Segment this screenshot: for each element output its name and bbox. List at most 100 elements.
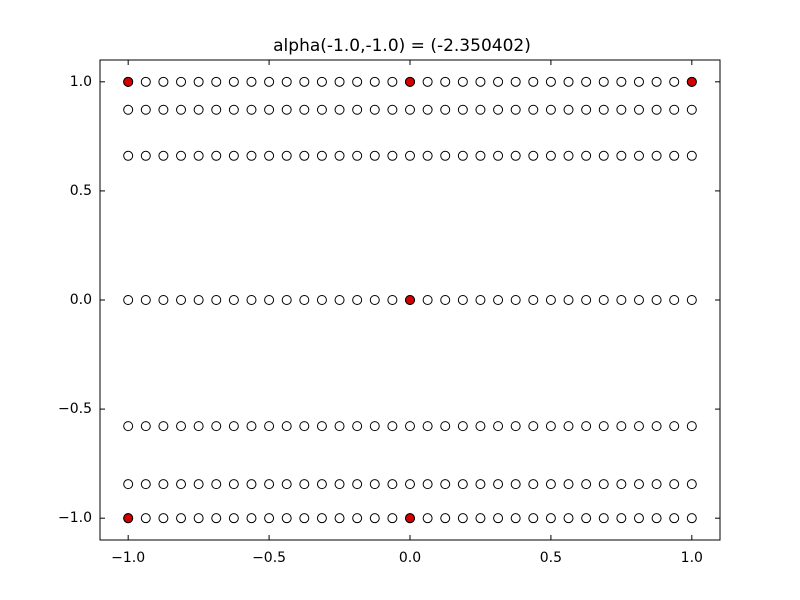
- point: [669, 295, 680, 305]
- point: [528, 76, 539, 87]
- point: [510, 150, 521, 161]
- point: [475, 479, 486, 490]
- point: [510, 104, 521, 115]
- point: [264, 150, 275, 161]
- point: [281, 513, 292, 524]
- point: [211, 104, 222, 115]
- point: [352, 295, 363, 305]
- point: [405, 479, 415, 490]
- point: [246, 479, 257, 490]
- point: [457, 150, 468, 161]
- point: [669, 150, 680, 161]
- point: [228, 104, 239, 115]
- point: [228, 513, 239, 524]
- point: [545, 104, 556, 115]
- point: [123, 150, 134, 161]
- point: [352, 479, 363, 490]
- point: [598, 421, 609, 432]
- point: [158, 104, 169, 115]
- point: [528, 421, 539, 432]
- point: [616, 513, 627, 524]
- point: [281, 104, 292, 115]
- point: [193, 104, 204, 115]
- point: [493, 104, 504, 115]
- highlight-point: [405, 76, 415, 87]
- point: [334, 150, 345, 161]
- point: [422, 479, 433, 490]
- point: [633, 513, 644, 524]
- point: [440, 150, 451, 161]
- highlight-point: [686, 76, 697, 87]
- point: [316, 150, 327, 161]
- point: [563, 150, 574, 161]
- point: [316, 421, 327, 432]
- point: [651, 76, 662, 87]
- point: [422, 150, 433, 161]
- point: [563, 513, 574, 524]
- point: [457, 513, 468, 524]
- point: [598, 295, 609, 305]
- point: [264, 76, 275, 87]
- point: [299, 421, 310, 432]
- point: [581, 421, 592, 432]
- point: [633, 295, 644, 305]
- point: [228, 295, 239, 305]
- point: [669, 104, 680, 115]
- point: [493, 513, 504, 524]
- point: [581, 479, 592, 490]
- point: [686, 421, 697, 432]
- point: [457, 104, 468, 115]
- point: [440, 295, 451, 305]
- point: [686, 150, 697, 161]
- point: [545, 295, 556, 305]
- point: [211, 421, 222, 432]
- plot-frame: [99, 59, 721, 541]
- point: [211, 479, 222, 490]
- point: [510, 76, 521, 87]
- x-tick-label: −1.0: [111, 550, 145, 566]
- point: [405, 150, 415, 161]
- point: [299, 513, 310, 524]
- point: [264, 513, 275, 524]
- point: [334, 513, 345, 524]
- point: [387, 150, 398, 161]
- point: [352, 76, 363, 87]
- point: [264, 104, 275, 115]
- point: [440, 76, 451, 87]
- point: [475, 513, 486, 524]
- point: [316, 76, 327, 87]
- point: [123, 421, 134, 432]
- point: [369, 104, 380, 115]
- point: [334, 104, 345, 115]
- point: [528, 479, 539, 490]
- point: [563, 76, 574, 87]
- point: [176, 479, 187, 490]
- highlight-point: [405, 513, 415, 524]
- point: [405, 104, 415, 115]
- point: [616, 295, 627, 305]
- point: [422, 295, 433, 305]
- point: [264, 295, 275, 305]
- point: [246, 76, 257, 87]
- point: [633, 421, 644, 432]
- point: [440, 513, 451, 524]
- point: [193, 150, 204, 161]
- point: [123, 104, 134, 115]
- point: [387, 421, 398, 432]
- highlight-point: [405, 295, 415, 305]
- x-tick-label: 1.0: [681, 550, 703, 566]
- x-tick-label: 0.0: [399, 550, 421, 566]
- point: [686, 295, 697, 305]
- point: [264, 479, 275, 490]
- point: [281, 479, 292, 490]
- point: [686, 104, 697, 115]
- point: [440, 104, 451, 115]
- point: [616, 150, 627, 161]
- point: [493, 76, 504, 87]
- x-tick-label: −0.5: [252, 550, 286, 566]
- point: [651, 513, 662, 524]
- point: [176, 150, 187, 161]
- point: [211, 150, 222, 161]
- point: [651, 295, 662, 305]
- point: [228, 76, 239, 87]
